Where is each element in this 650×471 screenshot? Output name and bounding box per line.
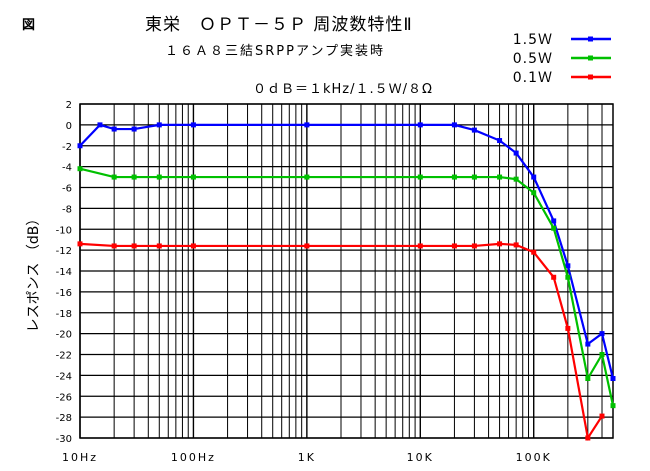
data-point (610, 403, 616, 409)
data-point (190, 174, 196, 180)
data-point (417, 243, 423, 249)
data-point (513, 176, 519, 182)
data-point (451, 243, 457, 249)
series-line (79, 242, 603, 441)
data-point (451, 174, 457, 180)
data-point (304, 122, 310, 128)
data-point (156, 174, 162, 180)
data-point (531, 174, 537, 180)
data-point (471, 127, 477, 133)
y-tick-label: -16 (56, 288, 72, 299)
y-tick-label: -6 (62, 184, 72, 195)
y-tick-label: -10 (56, 225, 72, 236)
data-point (585, 341, 591, 347)
y-tick-label: -4 (62, 163, 72, 174)
data-point (565, 325, 571, 331)
y-tick-label: -26 (56, 392, 72, 403)
y-tick-label: -22 (56, 351, 72, 362)
data-point (417, 174, 423, 180)
data-point (77, 143, 83, 149)
data-point (551, 218, 557, 224)
chart-title: 東栄 ＯＰＴ－５Ｐ 周波数特性Ⅱ (145, 15, 413, 35)
data-point (599, 352, 605, 357)
data-point (190, 243, 196, 249)
y-tick-label: -28 (56, 413, 72, 424)
data-point (111, 126, 117, 132)
data-point (513, 242, 519, 248)
data-point (304, 174, 310, 180)
reference-note: ０ｄＢ＝１kHz/１.５Ｗ/８Ω (253, 82, 433, 97)
data-point (97, 122, 103, 128)
legend-label: 0.1Ｗ (513, 70, 553, 86)
data-point (497, 241, 503, 247)
y-tick-label: -18 (56, 309, 72, 320)
data-point (599, 331, 605, 337)
legend-swatch-marker (588, 74, 593, 80)
y-tick-label: -8 (62, 204, 72, 215)
data-point (471, 174, 477, 180)
data-point (551, 274, 557, 280)
x-tick-label: 10K (407, 451, 434, 464)
data-point (77, 166, 83, 172)
y-tick-label: -12 (56, 246, 72, 257)
data-point (451, 122, 457, 128)
data-point (565, 263, 571, 269)
legend-label: 1.5Ｗ (513, 32, 553, 48)
data-point (190, 122, 196, 128)
y-tick-label: 2 (66, 100, 72, 111)
data-point (111, 174, 117, 180)
data-point (513, 150, 519, 156)
y-tick-label: -14 (56, 267, 72, 278)
data-point (551, 225, 557, 231)
x-tick-label: 100K (516, 451, 552, 464)
data-point (131, 126, 137, 132)
y-tick-label: 0 (66, 121, 72, 132)
legend-label: 0.5Ｗ (513, 51, 553, 67)
data-point (77, 241, 83, 247)
y-tick-label: -24 (56, 371, 72, 382)
y-tick-label: -20 (56, 330, 72, 341)
series-line (79, 123, 615, 379)
data-point (497, 138, 503, 144)
chart-subtitle: １６Ａ８三結SRPPアンプ実装時 (165, 44, 386, 59)
data-point (417, 122, 423, 128)
y-tick-label: -30 (56, 434, 72, 445)
figure-mark: 図 (22, 18, 36, 33)
data-point (131, 174, 137, 180)
x-tick-label: 100Hz (171, 451, 216, 464)
legend-swatch-marker (588, 36, 593, 42)
data-point (497, 174, 503, 180)
data-point (131, 243, 137, 249)
data-point (585, 376, 591, 382)
data-point (156, 122, 162, 128)
legend-swatch-marker (588, 55, 593, 61)
data-point (585, 435, 591, 441)
x-tick-label: 1K (298, 451, 316, 464)
data-point (610, 376, 616, 382)
data-point (111, 243, 117, 249)
data-point (531, 190, 537, 196)
data-point (471, 243, 477, 249)
data-point (599, 413, 605, 419)
data-point (304, 243, 310, 249)
data-point (565, 274, 571, 280)
data-point (156, 243, 162, 249)
y-tick-label: -2 (62, 142, 72, 153)
plot-frame (79, 103, 614, 439)
x-tick-label: 10Hz (62, 451, 98, 464)
y-axis-label: レスポンス （dB） (26, 212, 42, 333)
data-point (531, 249, 537, 255)
